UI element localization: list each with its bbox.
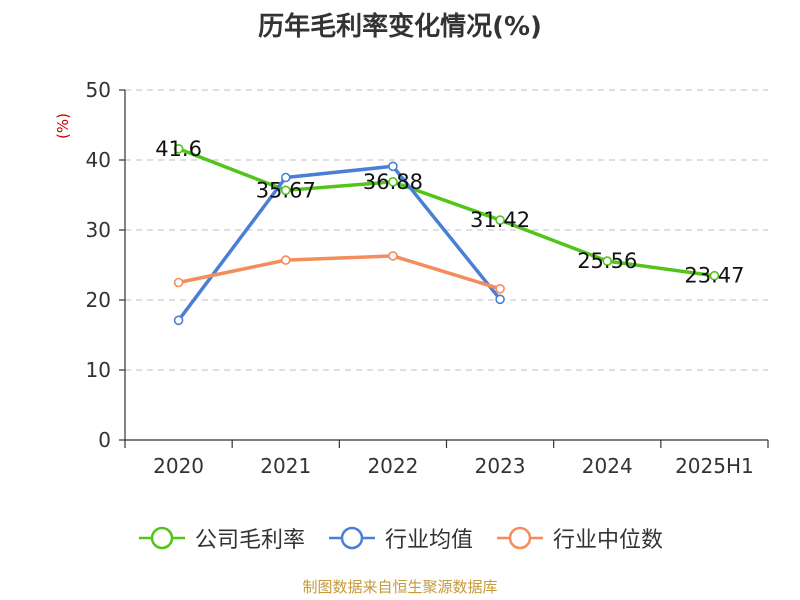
x-tick-label: 2022 [367,454,418,478]
y-tick-label: 10 [86,358,111,382]
legend-item[interactable]: 公司毛利率 [137,522,305,554]
y-tick-label: 0 [98,428,111,452]
data-label: 41.6 [155,137,202,161]
y-axis-label: (%) [54,113,72,139]
x-tick-label: 2021 [260,454,311,478]
data-point [280,185,291,196]
data-point [280,255,291,265]
legend-swatch-icon [138,526,185,550]
data-point [388,251,398,261]
x-tick-label: 2023 [475,454,526,478]
y-tick-label: 50 [86,78,111,102]
chart-title: 历年毛利率变化情况(%) [258,12,542,42]
legend-swatch-icon [497,526,543,550]
data-label: 31.42 [470,208,530,232]
legend-swatch-icon [328,526,375,550]
legend-item[interactable]: 行业中位数 [495,522,663,554]
data-point [173,277,184,288]
data-label: 35.67 [256,178,316,202]
data-point [388,161,398,172]
data-point [602,256,613,266]
y-tick-label: 20 [86,288,111,312]
legend-label: 行业均值 [384,528,473,553]
data-point [280,172,291,183]
data-label: 36.88 [363,170,423,194]
data-label: 25.56 [577,249,637,273]
legend-item[interactable]: 行业均值 [327,522,473,554]
y-tick-label: 40 [86,148,111,172]
data-point [173,144,184,154]
data-label: 23.47 [684,264,744,288]
data-point [495,283,505,294]
data-point [173,315,184,326]
data-point [388,177,398,187]
data-point [495,215,505,225]
y-tick-label: 30 [86,218,111,242]
x-tick-label: 2024 [582,454,633,478]
legend: 公司毛利率 行业均值 行业中位数 [0,518,800,558]
data-point [709,270,720,281]
legend-label: 公司毛利率 [194,528,305,553]
x-tick-label: 2020 [153,454,204,478]
series-line [176,164,502,323]
source-note: 制图数据来自恒生聚源数据库 [302,578,498,596]
data-point [495,294,505,305]
series-line [176,147,717,278]
series-line [176,254,502,291]
legend-label: 行业中位数 [553,528,664,553]
x-tick-label: 2025H1 [675,454,754,478]
